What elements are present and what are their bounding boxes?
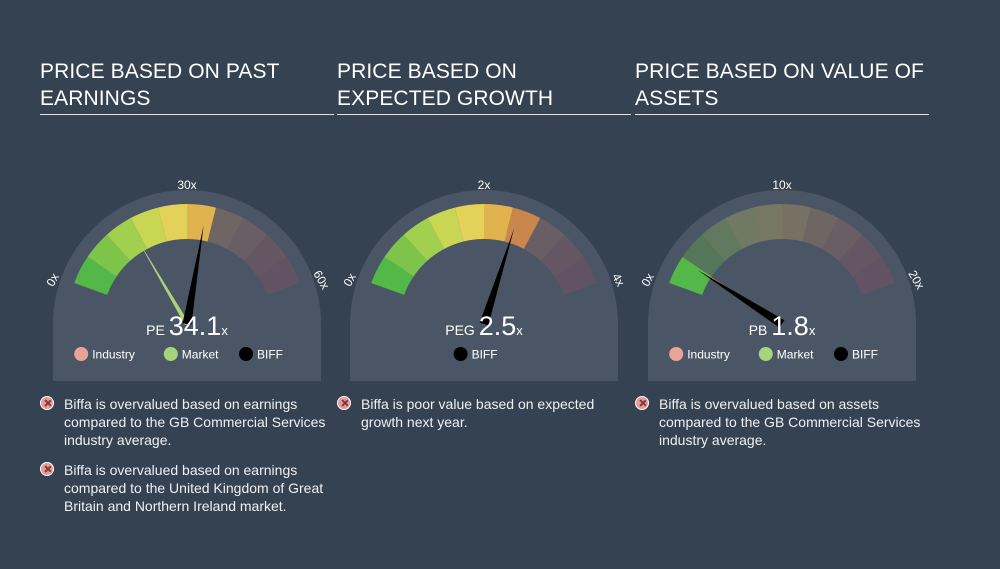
metric-label: PE [146,322,169,338]
legend-swatch [163,347,178,361]
gauge-segment [821,218,863,261]
metric-suffix: x [221,323,228,338]
market-needle [138,241,189,326]
gauge-segment [838,234,882,277]
tick-label-mid: 2x [478,178,491,192]
note-text: Biffa is overvalued based on earnings co… [64,462,324,514]
notes-list: Biffa is overvalued based on assets comp… [635,395,929,461]
gauge-segment [802,207,839,249]
note-text: Biffa is overvalued based on earnings co… [64,396,326,448]
company-needle [182,225,204,325]
note-item: Biffa is overvalued based on earnings co… [40,461,334,515]
notes-list: Biffa is overvalued based on earnings co… [40,395,334,527]
legend-label: Market [777,348,814,362]
panel-title: PRICE BASED ON EXPECTED GROWTH [337,58,631,115]
metric-value: 1.8 [771,311,809,341]
note-item: Biffa is overvalued based on earnings co… [40,395,334,449]
panel-past-earnings: PRICE BASED ON PAST EARNINGS 0x 30x 60x PE … [40,0,334,569]
gauge-segment [669,256,712,295]
gauge-mask [337,381,631,385]
gauge-segment [403,218,445,261]
tick-label-min: 0x [340,271,358,289]
peg-gauge: 0x 2x 4x PEG 2.5x BIFF [337,178,631,385]
gauge-segment [427,207,464,249]
gauge-segment [130,207,167,249]
notes-list: Biffa is poor value based on expected gr… [337,395,631,443]
gauge-segment [504,207,541,249]
panel-title: PRICE BASED ON VALUE OF ASSETS [635,58,929,115]
tick-label-max: 4x [609,271,627,289]
tick-label-min: 0x [43,271,61,289]
panel-expected-growth: PRICE BASED ON EXPECTED GROWTH 0x 2x 4x PEG… [337,0,631,569]
tick-label-mid: 10x [772,178,791,192]
gauge-segment [87,234,131,277]
gauge-segment [682,234,726,277]
gauge-segment [106,218,148,261]
metric-suffix: x [516,323,523,338]
gauge-mask [635,381,929,385]
gauge-segment [187,204,217,242]
gauge-segment [484,204,514,242]
legend-label: Market [182,348,219,362]
metric-label: PB [749,322,772,338]
company-needle [479,228,515,326]
legend-swatch [74,347,89,361]
legend-swatch [834,347,848,361]
cross-circle-icon [337,396,351,410]
gauge-segment [207,207,244,249]
legend-swatch [758,347,773,361]
gauge-segment [782,204,812,242]
legend-label: BIFF [257,348,283,362]
note-text: Biffa is overvalued based on assets comp… [659,396,921,448]
legend-label: BIFF [852,348,878,362]
note-item: Biffa is overvalued based on assets comp… [635,395,929,449]
legend-swatch [239,347,253,361]
metric-readout: PEG 2.5x [445,311,523,341]
gauge-segment [852,256,895,295]
company-needle [697,270,785,328]
metric-suffix: x [809,323,816,338]
panel-title: PRICE BASED ON PAST EARNINGS [40,58,334,115]
gauge-segment [243,234,287,277]
note-text: Biffa is poor value based on expected gr… [361,396,595,430]
panel-value-of-assets: PRICE BASED ON VALUE OF ASSETS 0x 10x 20x P… [635,0,929,569]
metric-readout: PE 34.1x [146,311,228,341]
gauge-segment [371,256,414,295]
metric-label: PEG [445,322,478,338]
gauge-segment [74,256,117,295]
gauge-segment [226,218,268,261]
cross-circle-icon [635,396,649,410]
legend-swatch [669,347,684,361]
gauge-segment [257,256,300,295]
metric-value: 2.5 [479,311,517,341]
cross-circle-icon [40,462,54,476]
legend-label: Industry [687,348,730,362]
tick-label-min: 0x [638,271,656,289]
gauge-segment [384,234,428,277]
metric-value: 34.1 [169,311,222,341]
legend-label: BIFF [472,348,498,362]
legend-label: Industry [92,348,135,362]
note-item: Biffa is poor value based on expected gr… [337,395,631,431]
gauge-segment [157,204,187,242]
gauge-segment [454,204,484,242]
gauge-segment [540,234,584,277]
metric-readout: PB 1.8x [749,311,816,341]
gauge-segment [701,218,743,261]
gauge-segment [523,218,565,261]
gauge-segment [554,256,597,295]
cross-circle-icon [40,396,54,410]
gauge-mask [40,381,334,385]
tick-label-mid: 30x [177,178,196,192]
gauge-segment [725,207,762,249]
legend-swatch [453,347,468,361]
gauge-segment [752,204,782,242]
